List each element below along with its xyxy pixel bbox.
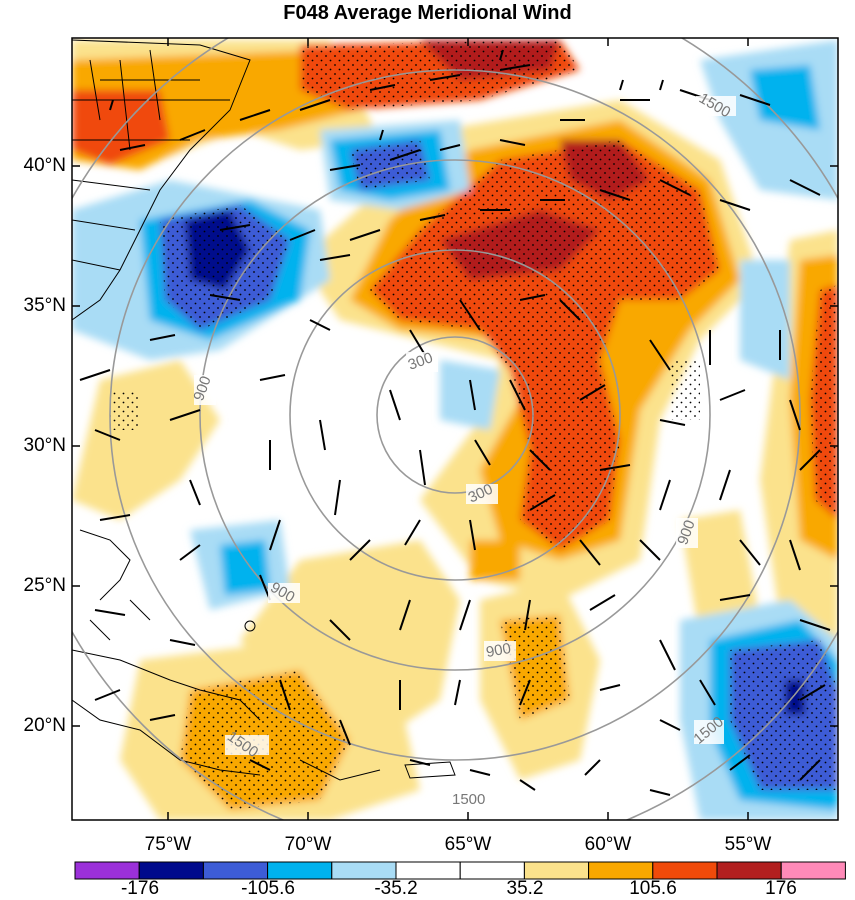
colorbar-box <box>395 861 461 880</box>
contour-label-1500: 1500 <box>452 791 486 808</box>
lon-label-70w: 70°W <box>284 834 332 855</box>
lon-label-65w: 65°W <box>444 834 492 855</box>
colorbar-box <box>588 861 654 880</box>
map-frame <box>71 37 839 821</box>
lat-label-20n: 20°N <box>23 715 66 736</box>
coastlines <box>72 39 456 781</box>
colorbar-box <box>716 861 782 880</box>
colorbar-box <box>523 861 590 880</box>
lat-label-25n: 25°N <box>23 575 66 596</box>
wind-barbs <box>79 49 831 796</box>
colorbar-label: -176 <box>120 878 160 899</box>
colorbar-label: 35.2 <box>506 878 544 899</box>
lon-label-55w: 55°W <box>724 834 772 855</box>
colorbar <box>74 861 846 880</box>
lon-label-75w: 75°W <box>144 834 192 855</box>
colorbar-label: -105.6 <box>241 878 295 899</box>
colorbar-box <box>331 861 397 880</box>
plot-title: F048 Average Meridional Wind <box>283 2 572 24</box>
colorbar-box <box>138 861 204 880</box>
axis-ticks <box>72 38 838 820</box>
colorbar-label: 105.6 <box>629 878 677 899</box>
colorbar-box <box>459 861 525 880</box>
colorbar-box <box>74 861 140 880</box>
lat-label-30n: 30°N <box>23 435 66 456</box>
colorbar-box <box>652 861 718 880</box>
height-contours <box>72 38 838 820</box>
contour-label-bg <box>194 96 736 810</box>
colorbar-box <box>267 861 333 880</box>
colorbar-label: -35.2 <box>374 878 418 899</box>
colorbar-box <box>202 861 269 880</box>
lat-label-35n: 35°N <box>23 295 66 316</box>
colorbar-box <box>780 861 846 880</box>
stippling <box>110 40 838 810</box>
lat-label-40n: 40°N <box>23 155 66 176</box>
lon-label-60w: 60°W <box>584 834 632 855</box>
colorbar-label: 176 <box>765 878 797 899</box>
